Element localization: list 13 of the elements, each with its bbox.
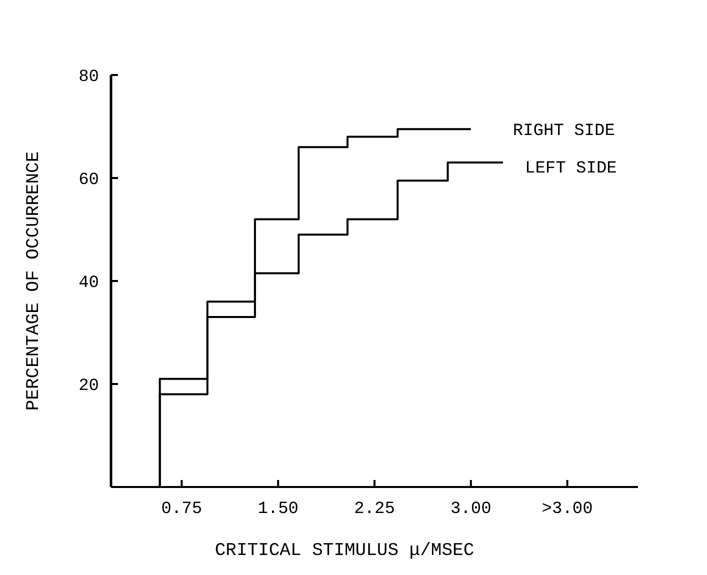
x-tick-label: 1.50 (258, 500, 299, 519)
x-axis-title: CRITICAL STIMULUS μ/MSEC (214, 541, 474, 561)
series-label: LEFT SIDE (525, 160, 617, 179)
x-tick-label: 2.25 (354, 500, 395, 519)
y-tick-label: 20 (78, 376, 99, 396)
x-tick-label: >3.00 (542, 500, 593, 519)
x-tick-label: 0.75 (161, 500, 202, 519)
text: RIGHT SIDE (512, 122, 615, 142)
y-tick-label: 40 (78, 274, 99, 293)
y-tick-label: 60 (78, 170, 99, 190)
y-tick-label: 80 (78, 68, 99, 87)
y-axis-title: PERCENTAGE OF OCCURRENCE (24, 151, 44, 411)
x-tick-label: 3.00 (450, 500, 492, 519)
